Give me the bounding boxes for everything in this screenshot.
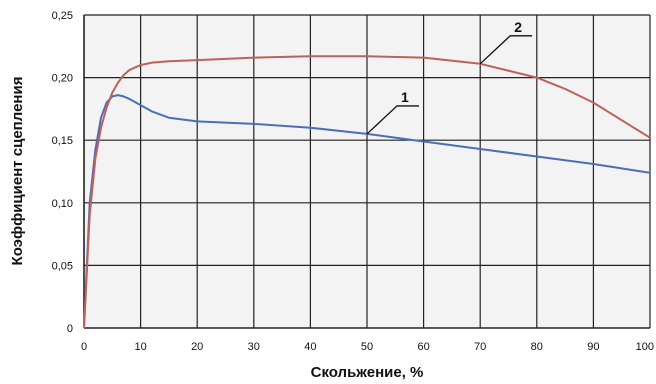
x-tick-label: 30 [248, 341, 260, 353]
x-tick-label: 20 [191, 341, 203, 353]
x-tick-label: 0 [81, 341, 87, 353]
series-annotations: 12 [366, 19, 533, 135]
y-tick-label: 0 [67, 323, 73, 335]
x-tick-label: 60 [417, 341, 429, 353]
tick-labels: 0 10 20 30 40 50 60 70 80 90 100 0 0,05 0,10 0,15 0,20 0… [52, 10, 654, 353]
y-axis-title: Коэффициент сцепления [9, 77, 26, 266]
series-label: 2 [514, 19, 522, 35]
x-tick-label: 10 [134, 341, 146, 353]
x-tick-label: 100 [636, 341, 654, 353]
y-tick-label: 0,25 [52, 10, 73, 22]
series-line-2 [83, 55, 651, 329]
x-axis-title: Скольжение, % [311, 364, 424, 381]
y-tick-label: 0,10 [52, 198, 73, 210]
series-label: 1 [401, 89, 409, 105]
x-tick-label: 40 [304, 341, 316, 353]
x-tick-label: 90 [587, 341, 599, 353]
series-lines [83, 55, 651, 329]
series-line-1 [83, 94, 651, 329]
annotation-leader [366, 105, 419, 135]
y-tick-label: 0,20 [52, 73, 73, 85]
x-tick-label: 80 [531, 341, 543, 353]
x-tick-label: 70 [474, 341, 486, 353]
y-tick-label: 0,05 [52, 260, 73, 272]
annotation-leader [479, 35, 533, 65]
x-tick-label: 50 [361, 341, 373, 353]
y-tick-label: 0,15 [52, 135, 73, 147]
grid [83, 14, 651, 329]
